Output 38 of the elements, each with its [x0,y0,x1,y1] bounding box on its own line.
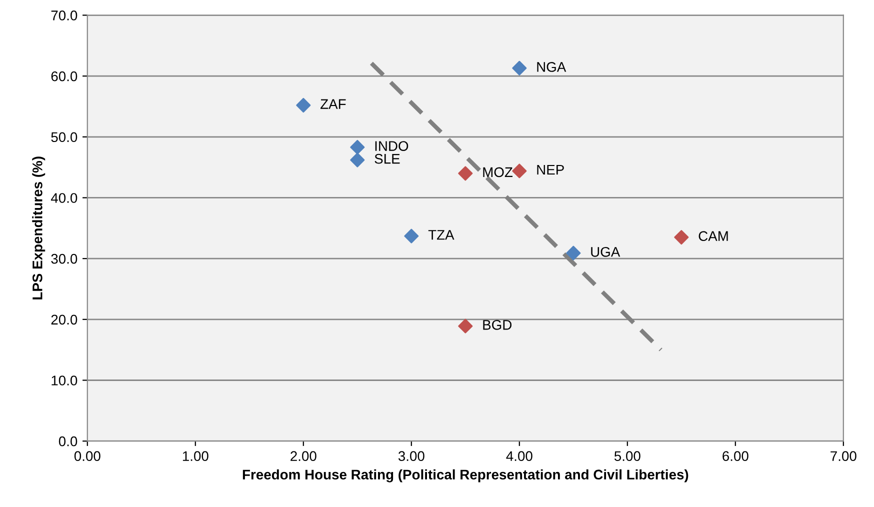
annotation: CAM [698,231,728,242]
annotation: INDO [375,141,408,151]
point [674,230,689,245]
annotation: NEP [537,164,564,175]
y-tick-label: 70.0 [51,10,78,20]
x-tick-label: 1.00 [182,451,208,462]
annotation: SLE [374,154,400,164]
x-tick-label: 3.00 [398,451,424,462]
annotation: BGD [483,320,512,330]
annotation: UGA [591,246,620,257]
x-axis-title: Freedom House Rating (Political Representation and Civil Liberties) [242,469,688,482]
annotation: MOZ [483,167,512,178]
point [350,152,365,168]
point [458,318,473,334]
x-tick-label: 6.00 [722,451,748,462]
y-tick-label: 30.0 [51,254,78,264]
x-tick-label: 7.00 [830,451,856,462]
annotation: NGA [537,62,566,72]
annotation: TZA [428,230,454,240]
point [512,164,527,178]
y-tick-label: 0.0 [58,436,78,446]
annotation: ZAF [320,99,346,109]
y-tick-label: 60.0 [51,71,78,82]
y-tick-label: 50.0 [51,132,78,142]
x-tick-label: 5.00 [614,451,640,462]
point [350,140,365,155]
y-tick-label: 20.0 [51,314,78,325]
point [296,98,311,113]
point [404,228,419,244]
y-tick-label: 40.0 [50,193,78,203]
y-axis-title: LPS Expenditures (%) [32,156,46,300]
point [512,60,527,76]
x-tick-label: 0.00 [74,451,100,462]
x-tick-label: 2.00 [290,451,316,462]
point [458,166,473,181]
point [566,246,581,260]
x-tick-label: 4.00 [506,451,532,462]
y-tick-label: 10.0 [52,376,78,386]
